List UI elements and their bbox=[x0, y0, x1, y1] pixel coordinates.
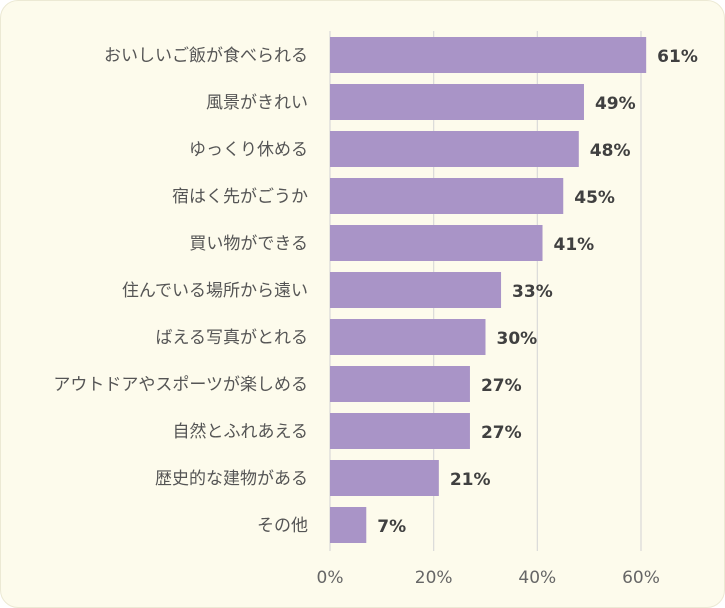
category-label: アウトドアやスポーツが楽しめる bbox=[53, 375, 308, 395]
data-label: 30% bbox=[497, 329, 538, 349]
data-label: 49% bbox=[595, 94, 636, 114]
x-tick-label: 0% bbox=[317, 568, 344, 588]
data-label: 27% bbox=[481, 423, 522, 443]
data-label: 33% bbox=[512, 282, 553, 302]
category-label: おいしいご飯が食べられる bbox=[104, 46, 308, 66]
x-tick-label: 40% bbox=[518, 568, 556, 588]
x-axis-ticks: 0% 20% 40% 60% bbox=[317, 568, 660, 588]
bar bbox=[330, 84, 584, 120]
data-label: 45% bbox=[574, 188, 615, 208]
category-label: その他 bbox=[257, 516, 308, 536]
data-label: 41% bbox=[554, 235, 595, 255]
category-label: ばえる写真がとれる bbox=[156, 328, 309, 348]
category-label: 自然とふれあえる bbox=[173, 422, 309, 442]
bars bbox=[330, 37, 647, 543]
category-label: 風景がきれい bbox=[206, 93, 308, 113]
category-label: ゆっくり休める bbox=[189, 140, 308, 160]
bar bbox=[330, 178, 564, 214]
bar bbox=[330, 272, 502, 308]
category-label: 住んでいる場所から遠い bbox=[122, 281, 308, 301]
category-label: 歴史的な建物がある bbox=[155, 469, 308, 489]
bar bbox=[330, 366, 470, 402]
bar bbox=[330, 131, 579, 167]
data-label: 27% bbox=[481, 376, 522, 396]
bar bbox=[330, 507, 367, 543]
x-tick-label: 60% bbox=[622, 568, 660, 588]
bar bbox=[330, 319, 486, 355]
data-label: 7% bbox=[377, 517, 406, 537]
x-tick-label: 20% bbox=[415, 568, 453, 588]
data-label: 21% bbox=[450, 470, 491, 490]
category-labels: おいしいご飯が食べられる風景がきれいゆっくり休める宿はく先がごうか買い物ができる… bbox=[53, 46, 308, 536]
bar bbox=[330, 225, 543, 261]
data-labels: 61% 49% 48% 45% 41% 33% 30% 27% 27% 21% 7% bbox=[377, 47, 698, 537]
category-label: 買い物ができる bbox=[189, 234, 308, 254]
bar bbox=[330, 37, 647, 73]
category-label: 宿はく先がごうか bbox=[172, 187, 308, 207]
data-label: 61% bbox=[657, 47, 698, 67]
bar bbox=[330, 413, 470, 449]
bar bbox=[330, 460, 439, 496]
data-label: 48% bbox=[590, 141, 631, 161]
